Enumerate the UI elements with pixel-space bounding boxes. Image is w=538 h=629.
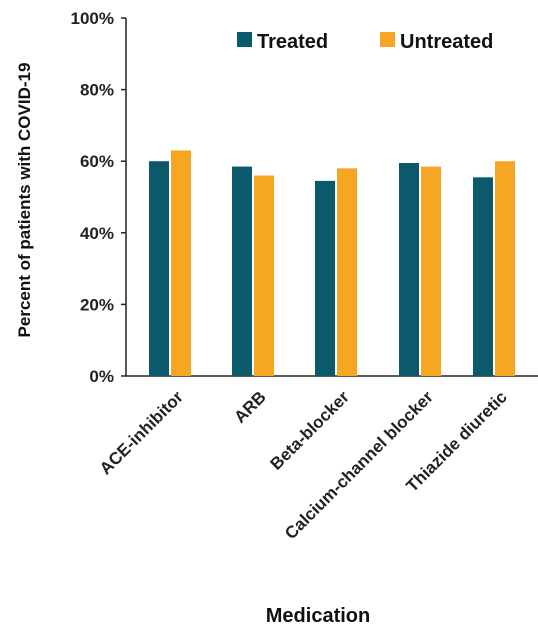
- bar-untreated-ace-inhibitor: [171, 150, 191, 376]
- y-tick-label: 60%: [80, 152, 114, 171]
- bars-group: [149, 150, 515, 376]
- bar-untreated-thiazide-diuretic: [495, 161, 515, 376]
- legend: Treated Untreated: [237, 31, 493, 53]
- bar-untreated-calcium-channel-blocker: [421, 166, 441, 376]
- x-category-label: ACE-inhibitor: [96, 387, 187, 478]
- x-category-label: Beta-blocker: [267, 387, 354, 474]
- y-tick-label: 40%: [80, 224, 114, 243]
- y-axis-ticks: 0% 20% 40% 60% 80% 100%: [71, 9, 126, 386]
- bar-treated-beta-blocker: [315, 180, 335, 376]
- bar-untreated-arb: [254, 175, 274, 376]
- y-axis-title: Percent of patients with COVID-19: [15, 63, 34, 338]
- x-category-label: Calcium-channel blocker: [281, 387, 437, 543]
- x-axis-title: Medication: [266, 605, 370, 627]
- bar-untreated-beta-blocker: [337, 168, 357, 376]
- y-tick-label: 100%: [71, 9, 114, 28]
- y-tick-label: 80%: [80, 81, 114, 100]
- legend-swatch-treated: [237, 32, 252, 47]
- legend-swatch-untreated: [380, 32, 395, 47]
- category-labels: ACE-inhibitor ARBBeta-blockerCalcium-chan…: [96, 387, 511, 543]
- legend-label-treated: Treated: [257, 31, 328, 53]
- y-axis-title-group: Percent of patients with COVID-19: [15, 63, 34, 338]
- bar-treated-ace-inhibitor: [149, 161, 169, 376]
- bar-treated-calcium-channel-blocker: [399, 162, 419, 376]
- x-category-label: ARB: [230, 387, 269, 426]
- legend-label-untreated: Untreated: [400, 31, 493, 53]
- y-tick-label: 20%: [80, 295, 114, 314]
- bar-treated-arb: [232, 166, 252, 376]
- y-tick-label: 0%: [89, 367, 114, 386]
- bar-treated-thiazide-diuretic: [473, 177, 493, 376]
